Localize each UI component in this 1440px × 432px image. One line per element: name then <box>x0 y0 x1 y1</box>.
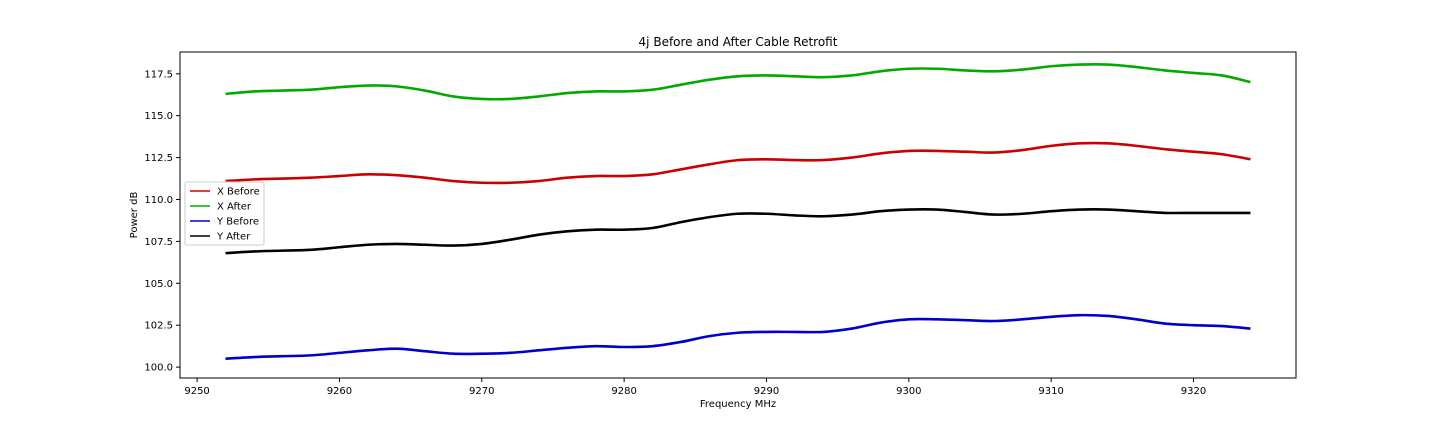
x-tick-label: 9260 <box>327 386 352 397</box>
x-tick-label: 9280 <box>611 386 636 397</box>
series-line-x-before <box>225 141 1251 185</box>
x-axis: 9250 9260 9270 9280 9290 9300 9310 9320 <box>184 378 1206 397</box>
y-tick-label: 105.0 <box>144 279 173 290</box>
series-line-y-after <box>225 207 1251 255</box>
series-line-y-before <box>225 313 1251 361</box>
series-line-x-after <box>225 63 1251 101</box>
y-tick-label: 100.0 <box>144 363 173 374</box>
x-tick-label: 9320 <box>1181 386 1206 397</box>
y-tick-label: 102.5 <box>144 321 173 332</box>
x-tick-label: 9310 <box>1038 386 1063 397</box>
x-tick-label: 9300 <box>896 386 921 397</box>
legend-label: X Before <box>217 187 260 198</box>
y-tick-label: 112.5 <box>144 153 173 164</box>
y-tick-label: 107.5 <box>144 237 173 248</box>
chart-title: 4j Before and After Cable Retrofit <box>639 35 838 49</box>
y-tick-label: 115.0 <box>144 111 173 122</box>
x-axis-label: Frequency MHz <box>700 399 776 410</box>
x-tick-label: 9270 <box>469 386 494 397</box>
y-tick-label: 117.5 <box>144 69 173 80</box>
legend: X Before X After Y Before Y After <box>184 181 265 246</box>
series-layer <box>225 63 1251 361</box>
y-tick-label: 110.0 <box>144 195 173 206</box>
y-axis: 100.0 102.5 105.0 107.5 110.0 112.5 115.0 117.5 <box>144 69 180 374</box>
legend-label: X After <box>217 202 252 213</box>
y-axis-label: Power dB <box>129 192 140 239</box>
x-tick-label: 9250 <box>184 386 209 397</box>
x-tick-label: 9290 <box>754 386 779 397</box>
legend-label: Y After <box>216 232 251 243</box>
legend-box <box>184 181 265 246</box>
legend-label: Y Before <box>216 217 259 228</box>
